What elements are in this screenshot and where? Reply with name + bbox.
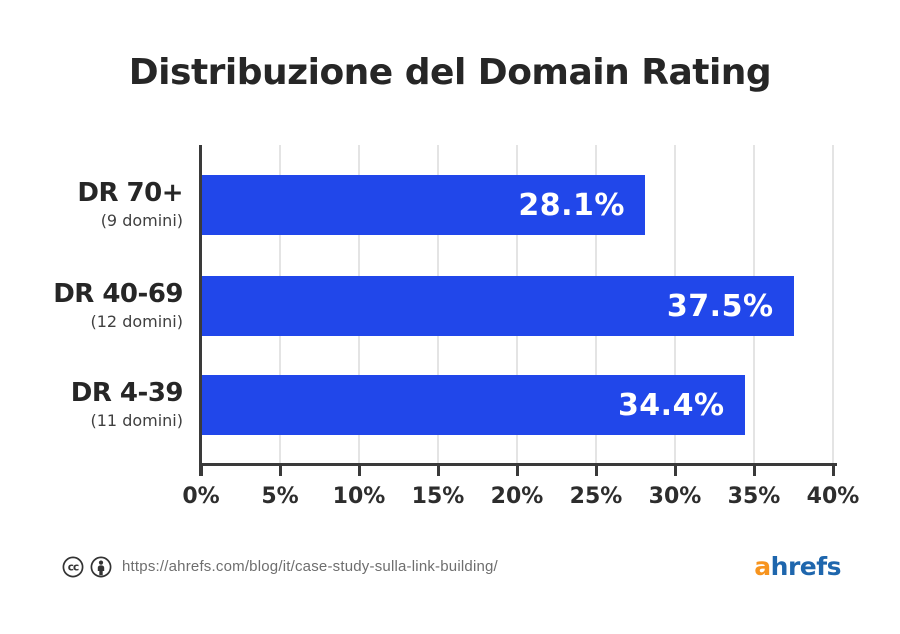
x-tick-label-0%: 0% — [182, 484, 220, 509]
x-tick-0% — [200, 466, 203, 476]
category-label-group: DR 70+ (9 domini) — [0, 175, 183, 235]
bar-value-label: 28.1% — [518, 187, 625, 223]
bar-value-label: 34.4% — [617, 387, 725, 423]
category-label: DR 40-69 — [53, 278, 183, 309]
gridline-40% — [832, 145, 834, 463]
x-tick-label-25%: 25% — [569, 484, 623, 509]
x-tick-5% — [279, 466, 282, 476]
ahrefs-logo-hrefs: hrefs — [770, 552, 842, 581]
category-label: DR 4-39 — [70, 377, 184, 408]
x-tick-20% — [516, 466, 519, 476]
source-url: https://ahrefs.com/blog/it/case-study-su… — [122, 558, 498, 575]
x-tick-15% — [437, 466, 440, 476]
ahrefs-logo: ahrefs — [754, 552, 841, 581]
bar-dr-70+: 28.1% — [201, 175, 645, 235]
x-tick-label-35%: 35% — [727, 484, 781, 509]
creative-commons-icon: cc — [62, 556, 84, 578]
category-label-group: DR 4-39 (11 domini) — [0, 375, 184, 435]
chart-title: Distribuzione del Domain Rating — [128, 52, 772, 93]
x-tick-label-15%: 15% — [411, 484, 465, 509]
x-tick-label-40%: 40% — [806, 484, 860, 509]
bar-dr-40-69: 37.5% — [201, 276, 794, 336]
category-sublabel: (12 domini) — [90, 312, 184, 332]
footer: cc https://ahrefs.com/blog/it/case-study… — [0, 548, 900, 588]
x-axis-line — [199, 463, 837, 466]
bar-value-label: 37.5% — [666, 288, 774, 324]
category-sublabel: (9 domini) — [100, 211, 183, 231]
x-tick-30% — [674, 466, 677, 476]
svg-text:cc: cc — [68, 562, 79, 574]
x-tick-label-30%: 30% — [648, 484, 702, 509]
plot-area: 28.1% 37.5% 34.4% — [201, 145, 834, 463]
category-label: DR 70+ — [77, 177, 183, 208]
attribution-icon — [90, 556, 112, 578]
ahrefs-logo-a: a — [754, 552, 771, 581]
category-label-group: DR 40-69 (12 domini) — [0, 276, 183, 336]
x-tick-label-5%: 5% — [261, 484, 299, 509]
x-tick-35% — [753, 466, 756, 476]
x-tick-40% — [832, 466, 835, 476]
y-axis-line — [199, 145, 202, 476]
x-tick-25% — [595, 466, 598, 476]
x-tick-label-20%: 20% — [490, 484, 544, 509]
bar-dr-4-39: 34.4% — [201, 375, 745, 435]
category-sublabel: (11 domini) — [90, 411, 184, 431]
x-tick-10% — [358, 466, 361, 476]
license-icons: cc — [62, 556, 112, 578]
x-tick-label-10%: 10% — [332, 484, 386, 509]
